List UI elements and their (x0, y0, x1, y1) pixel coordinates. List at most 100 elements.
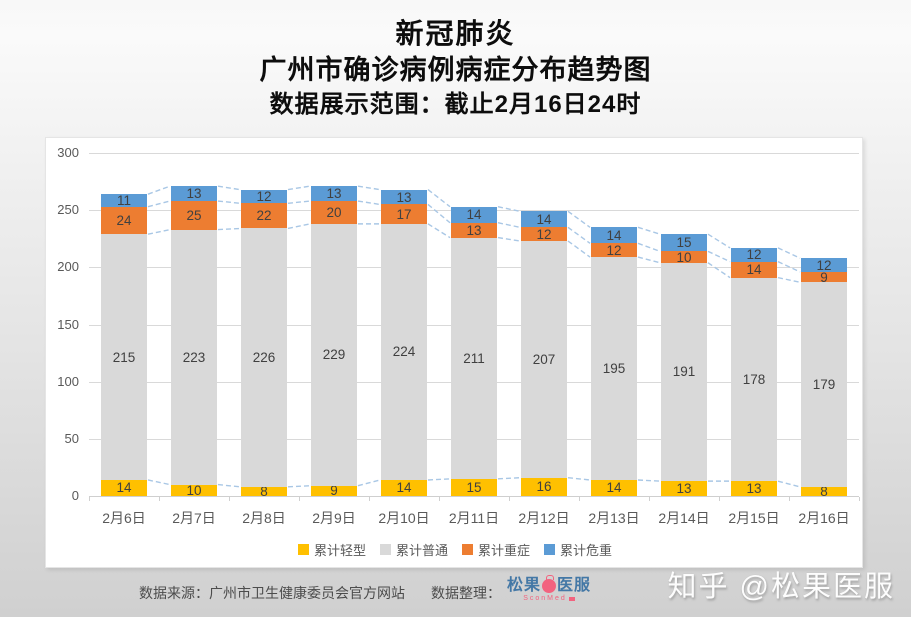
bar-value-label: 12 (606, 242, 622, 258)
bar-value-label: 179 (812, 377, 836, 393)
bar-segment-累计重症: 17 (381, 204, 427, 224)
bar-value-label: 211 (463, 350, 485, 366)
bar-value-label: 8 (260, 483, 268, 499)
x-axis-category-label: 2月6日 (102, 510, 146, 526)
bar-segment-累计普通: 229 (311, 223, 357, 486)
bar-segment-累计重症: 14 (731, 261, 777, 278)
bar-segment-累计危重: 12 (241, 189, 287, 204)
y-axis-tick-label: 200 (57, 259, 79, 275)
bar-value-label: 178 (742, 371, 766, 387)
y-axis-tick-label: 100 (57, 373, 79, 389)
bar-segment-累计轻型: 13 (661, 481, 707, 496)
x-axis-tick (579, 497, 580, 501)
bar-value-label: 14 (746, 262, 762, 278)
bar-segment-累计轻型: 14 (591, 479, 637, 496)
bar-value-label: 223 (182, 349, 206, 365)
bar-value-label: 24 (116, 212, 132, 228)
title-line-1: 新冠肺炎 (395, 18, 516, 49)
bar-value-label: 226 (252, 350, 276, 366)
bar-segment-累计普通: 207 (521, 241, 567, 478)
bar-value-label: 10 (676, 249, 692, 265)
bar-value-label: 14 (466, 207, 482, 223)
y-axis-tick-label: 300 (57, 145, 79, 160)
x-axis-tick (89, 497, 90, 501)
bar-segment-累计危重: 13 (381, 189, 427, 205)
bar-segment-累计危重: 11 (101, 194, 147, 207)
pinecone-icon (542, 575, 556, 593)
bar-value-label: 13 (326, 186, 342, 202)
y-axis-tick-label: 250 (57, 202, 79, 218)
bar-segment-累计重症: 12 (521, 227, 567, 242)
bar-value-label: 15 (676, 235, 692, 251)
y-gridline (89, 153, 859, 154)
bar-value-label: 10 (186, 482, 202, 498)
x-axis-category-label: 2月7日 (172, 510, 216, 526)
legend-label: 累计重症 (478, 543, 531, 558)
x-axis-tick (509, 497, 510, 501)
bar-segment-累计重症: 20 (311, 201, 357, 224)
bar-segment-累计轻型: 8 (801, 485, 847, 498)
x-axis-category-label: 2月15日 (728, 510, 780, 526)
legend-item-累计轻型: 累计轻型 (297, 540, 366, 559)
x-axis-tick (719, 497, 720, 501)
bar-segment-累计危重: 14 (591, 227, 637, 244)
x-axis-category-label: 2月9日 (312, 510, 356, 526)
bar-value-label: 229 (322, 347, 346, 363)
legend-label: 累计危重 (560, 543, 613, 558)
bar-segment-累计危重: 12 (731, 247, 777, 263)
y-axis-tick-label: 50 (64, 430, 79, 446)
bar-segment-累计轻型: 15 (451, 478, 497, 496)
bar-segment-累计重症: 24 (101, 206, 147, 235)
bar-segment-累计普通: 195 (591, 257, 637, 480)
bar-value-label: 14 (396, 480, 412, 496)
bar-value-label: 16 (536, 479, 552, 495)
bar-value-label: 12 (746, 247, 762, 263)
bar-value-label: 13 (746, 481, 762, 497)
bar-segment-累计普通: 215 (101, 234, 147, 480)
bar-value-label: 224 (392, 344, 416, 360)
logo-subtext: SconMed (523, 594, 575, 603)
x-axis-tick (299, 497, 300, 501)
x-axis-tick (859, 497, 860, 501)
bar-value-label: 13 (466, 222, 482, 238)
x-axis-category-label: 2月8日 (242, 510, 286, 526)
bar-value-label: 13 (396, 189, 412, 205)
x-axis-line (89, 496, 859, 497)
y-axis-tick-label: 0 (71, 488, 79, 503)
bar-segment-累计重症: 9 (801, 270, 847, 284)
bar-segment-累计普通: 224 (381, 223, 427, 480)
y-axis-tick-label: 150 (57, 316, 79, 332)
bar-segment-累计危重: 13 (311, 186, 357, 202)
bar-segment-累计轻型: 9 (311, 484, 357, 498)
data-curation-label: 数据整理： (430, 584, 501, 601)
x-axis-category-label: 2月10日 (378, 510, 430, 526)
logo-text: 松果 医服 (507, 575, 591, 594)
x-axis-category-label: 2月12日 (518, 510, 570, 526)
songguo-logo: 松果 医服 SconMed (507, 575, 591, 603)
chart-legend: 累计轻型 累计普通 累计重症 累计危重 (46, 540, 864, 559)
bar-segment-累计重症: 10 (661, 249, 707, 265)
bar-value-label: 14 (536, 211, 552, 227)
x-axis-category-label: 2月16日 (798, 510, 850, 526)
bar-segment-累计危重: 14 (521, 211, 567, 228)
bar-segment-累计普通: 178 (731, 277, 777, 482)
data-source-label: 数据来源：广州市卫生健康委员会官方网站 (138, 584, 405, 601)
legend-item-累计危重: 累计危重 (544, 540, 612, 559)
bar-segment-累计轻型: 14 (381, 479, 427, 496)
bar-value-label: 13 (186, 186, 202, 202)
legend-item-累计重症: 累计重症 (462, 540, 530, 559)
bar-segment-累计轻型: 8 (241, 483, 287, 499)
bar-value-label: 17 (396, 206, 412, 222)
bar-segment-累计普通: 211 (451, 237, 497, 479)
legend-label: 累计普通 (395, 543, 448, 558)
bar-segment-累计轻型: 10 (171, 482, 217, 498)
x-axis-tick (789, 497, 790, 501)
bar-segment-累计轻型: 13 (731, 481, 777, 496)
bar-segment-累计重症: 12 (591, 242, 637, 258)
bar-value-label: 14 (606, 480, 622, 496)
bar-segment-累计轻型: 14 (101, 479, 147, 496)
bar-segment-累计轻型: 16 (521, 477, 567, 496)
bar-value-label: 20 (326, 204, 342, 220)
bar-value-label: 13 (676, 481, 692, 497)
